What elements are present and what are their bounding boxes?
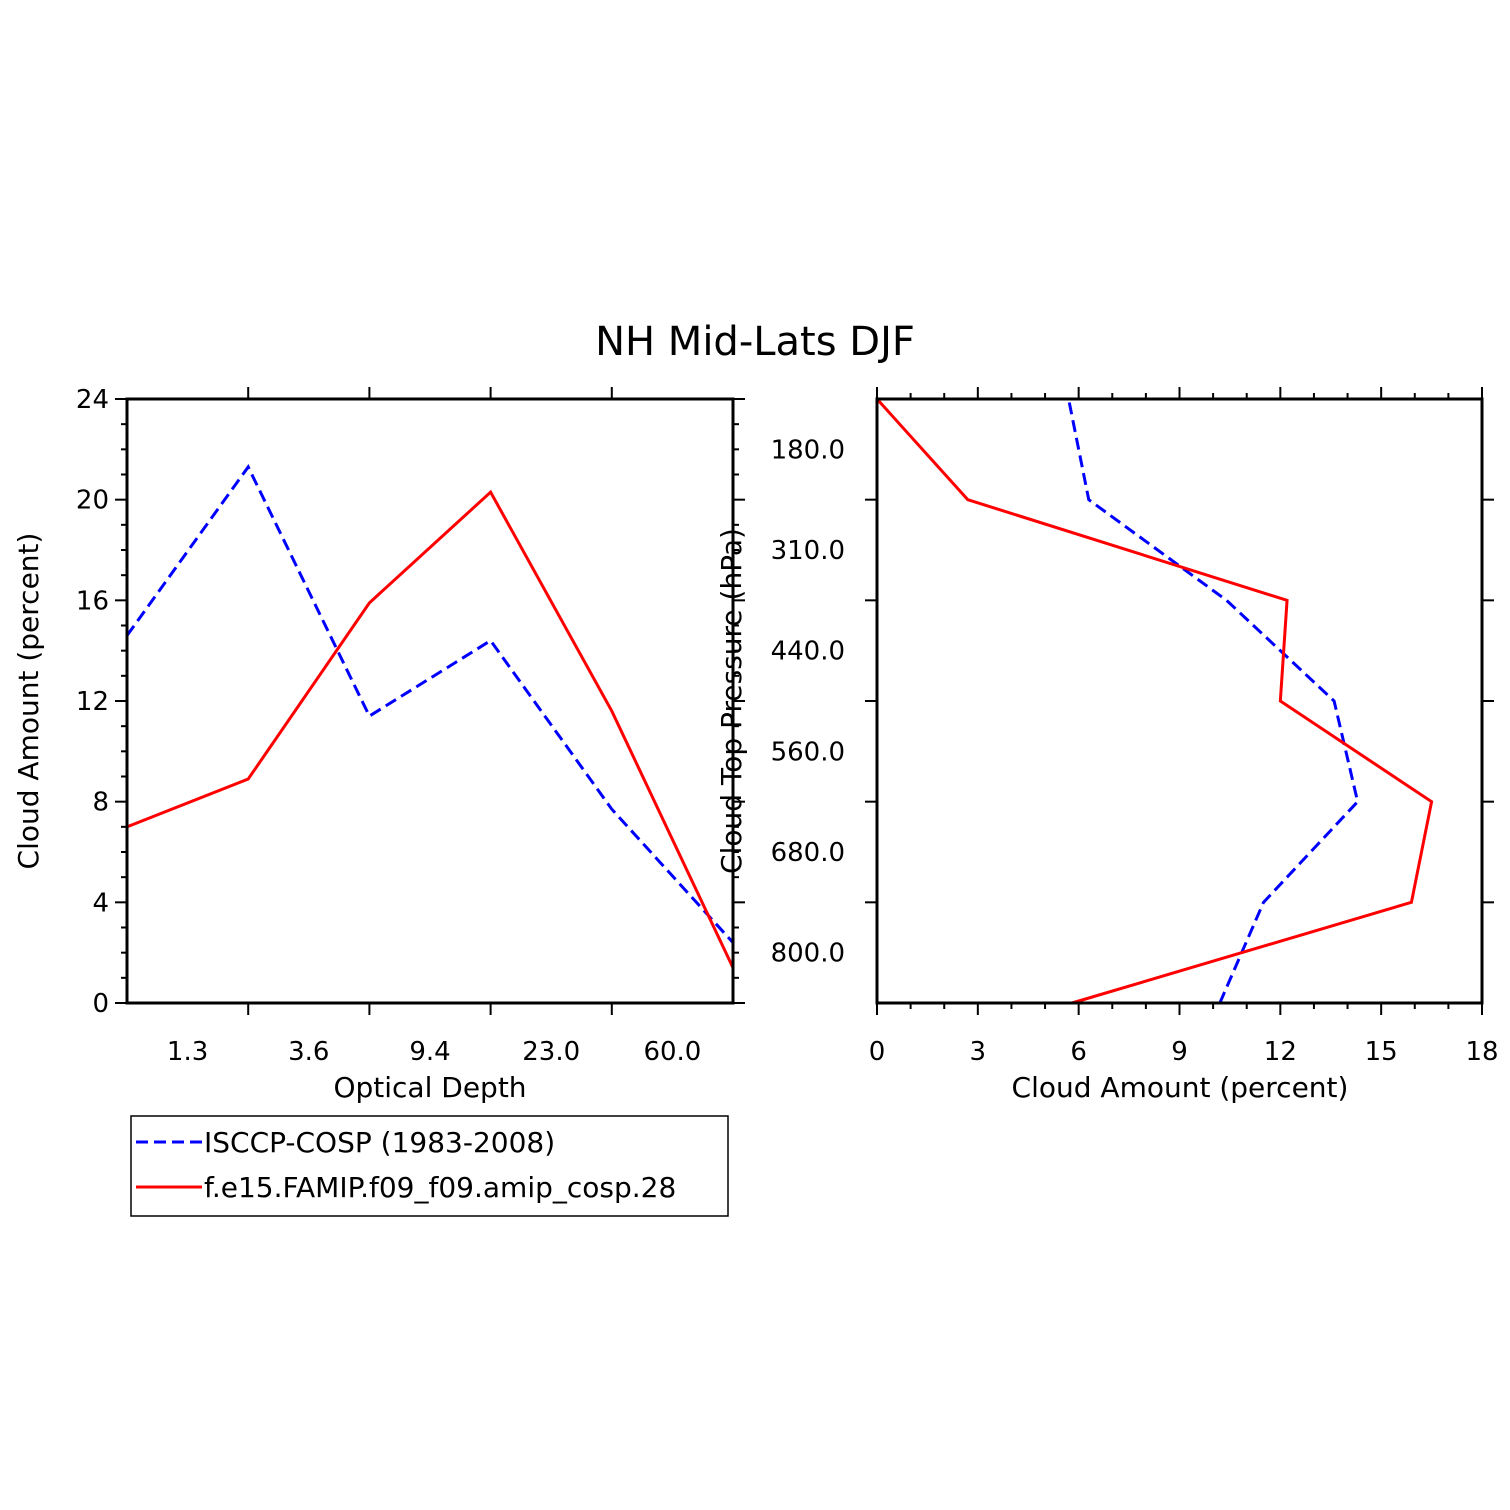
legend-label-obs: ISCCP-COSP (1983-2008) xyxy=(204,1126,555,1159)
legend-box xyxy=(130,1115,729,1217)
left-x-tick-label: 9.4 xyxy=(409,1037,450,1067)
left-y-tick-label: 24 xyxy=(76,385,109,415)
chart-title: NH Mid-Lats DJF xyxy=(595,319,915,365)
right-x-tick-label: 15 xyxy=(1365,1037,1398,1067)
right-y-tick-label: 180.0 xyxy=(771,435,845,465)
left-x-tick-label: 3.6 xyxy=(288,1037,329,1067)
left-series-line-model xyxy=(126,489,735,969)
right-x-axis-label: Cloud Amount (percent) xyxy=(1012,1071,1349,1104)
left-y-tick-label: 8 xyxy=(92,788,109,818)
cloud-top-pressure-panel: 0 3 6 9 12 15 18 180.0 310.0 440.0 560.0 680.0 800.0… xyxy=(715,387,1499,1104)
left-y-tick-label: 4 xyxy=(92,888,109,918)
right-y-tick-label: 560.0 xyxy=(771,737,845,767)
right-plot-frame xyxy=(875,397,1484,1005)
optical-depth-panel: 0 4 8 12 16 20 24 1.3 3.6 9.4 23.0 60.0 Optical Dep… xyxy=(12,385,745,1104)
right-x-tick-label: 9 xyxy=(1171,1037,1188,1067)
legend-label-model: f.e15.FAMIP.f09_f09.amip_cosp.28 xyxy=(204,1171,676,1204)
right-y-tick-label: 680.0 xyxy=(771,838,845,868)
right-x-tick-label: 6 xyxy=(1070,1037,1087,1067)
left-y-tick-label: 0 xyxy=(92,989,109,1019)
right-y-tick-label: 440.0 xyxy=(771,637,845,667)
left-x-tick-label: 1.3 xyxy=(167,1037,208,1067)
left-x-axis-label: Optical Depth xyxy=(333,1071,526,1104)
right-x-tick-label: 3 xyxy=(970,1037,987,1067)
right-series-line-model xyxy=(875,397,1434,1005)
left-x-tick-label: 23.0 xyxy=(522,1037,580,1067)
right-x-tick-label: 12 xyxy=(1264,1037,1297,1067)
right-series-line-obs xyxy=(1067,398,1360,1004)
right-y-axis-label: Cloud Top Pressure (hPa) xyxy=(715,528,748,874)
left-plot-frame xyxy=(125,397,735,1005)
right-y-tick-label: 800.0 xyxy=(771,939,845,969)
left-y-tick-label: 12 xyxy=(76,687,109,717)
left-y-axis-label: Cloud Amount (percent) xyxy=(12,533,45,870)
left-series-line-obs xyxy=(125,464,735,944)
right-x-tick-label: 0 xyxy=(869,1037,886,1067)
left-y-tick-label: 16 xyxy=(76,586,109,616)
legend: ISCCP-COSP (1983-2008) f.e15.FAMIP.f09_f… xyxy=(130,1115,729,1217)
right-y-tick-label: 310.0 xyxy=(771,536,845,566)
right-x-tick-label: 18 xyxy=(1465,1037,1498,1067)
left-y-tick-label: 20 xyxy=(76,486,109,516)
left-x-tick-label: 60.0 xyxy=(643,1037,701,1067)
